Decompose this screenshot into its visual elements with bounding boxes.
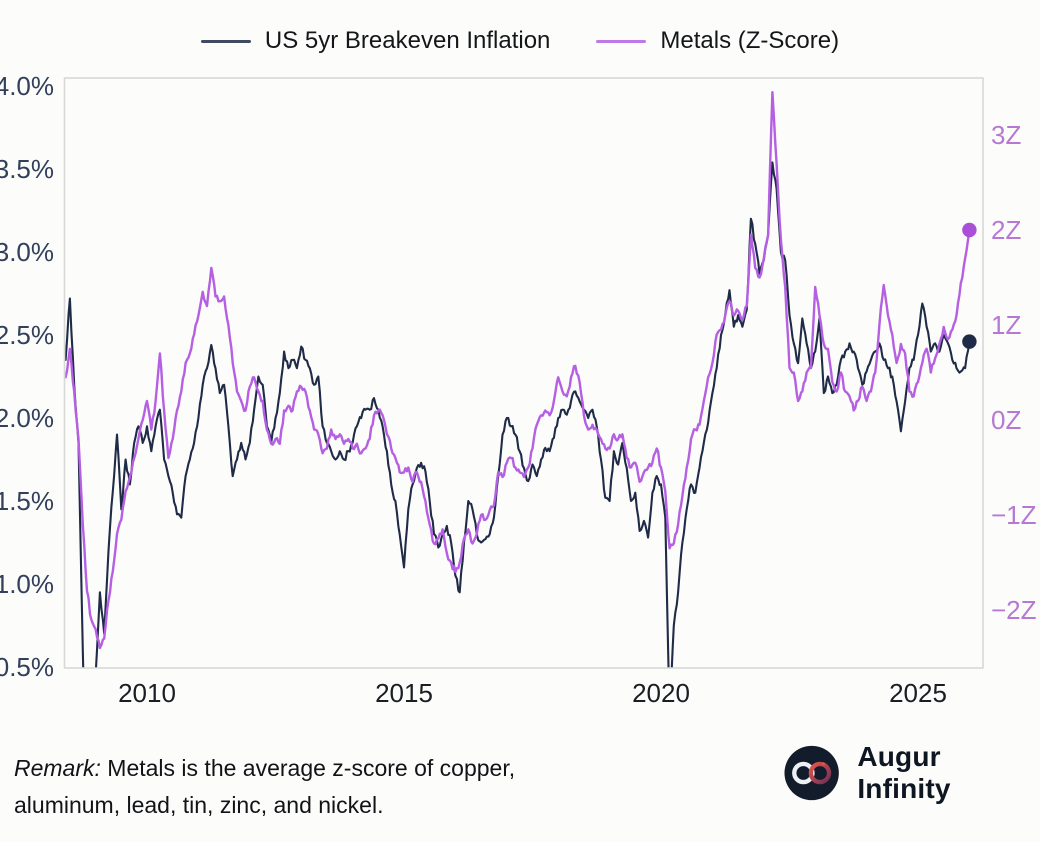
y-axis-left-tick-label: 4.0%	[0, 71, 54, 101]
y-axis-right-tick-label: −1Z	[991, 500, 1037, 530]
y-axis-left-tick-label: 0.5%	[0, 652, 54, 682]
legend-item-metals: Metals (Z-Score)	[596, 27, 839, 55]
series-line-breakeven	[65, 161, 971, 668]
y-axis-right-tick-label: 0Z	[991, 405, 1021, 435]
y-axis-left-tick-label: 2.5%	[0, 320, 54, 350]
y-axis-right-tick-label: −2Z	[991, 595, 1037, 625]
logo-accent-dot	[822, 762, 825, 765]
series-end-dot-metals	[962, 222, 977, 238]
augur-infinity-logo	[784, 745, 839, 801]
x-axis-tick-label: 2025	[889, 678, 947, 708]
y-axis-left-tick-label: 1.0%	[0, 569, 54, 599]
remark-label: Remark:	[14, 755, 101, 781]
brand: Augur Infinity	[783, 741, 1040, 805]
legend-label-metals: Metals (Z-Score)	[660, 27, 840, 54]
series-end-dot-breakeven	[962, 334, 977, 349]
legend-line-swatch-metals	[596, 39, 647, 43]
y-axis-left-tick-label: 1.5%	[0, 486, 54, 516]
legend-line-swatch-breakeven	[200, 39, 251, 43]
x-axis-tick-label: 2010	[118, 678, 176, 708]
y-axis-right-tick-label: 2Z	[991, 215, 1021, 245]
y-axis-left-tick-label: 2.0%	[0, 403, 54, 433]
plot-border	[63, 77, 984, 669]
legend-label-breakeven: US 5yr Breakeven Inflation	[264, 27, 551, 54]
y-axis-right-tick-label: 3Z	[991, 120, 1021, 150]
infinity-icon	[792, 761, 832, 785]
brand-name: Augur Infinity	[857, 741, 951, 804]
y-axis-left-tick-label: 3.5%	[0, 154, 54, 184]
y-axis-right-tick-label: 1Z	[991, 310, 1021, 340]
chart-legend: US 5yr Breakeven Inflation Metals (Z-Sco…	[0, 27, 1040, 55]
remark-note: Remark: Metals is the average z-score of…	[14, 750, 584, 824]
legend-item-breakeven: US 5yr Breakeven Inflation	[200, 27, 551, 55]
x-axis-tick-label: 2020	[632, 678, 690, 708]
remark-text: Metals is the average z-score of copper,…	[14, 755, 516, 818]
x-axis-tick-label: 2015	[375, 678, 433, 708]
y-axis-left-tick-label: 3.0%	[0, 237, 54, 267]
series-line-metals	[65, 91, 971, 650]
